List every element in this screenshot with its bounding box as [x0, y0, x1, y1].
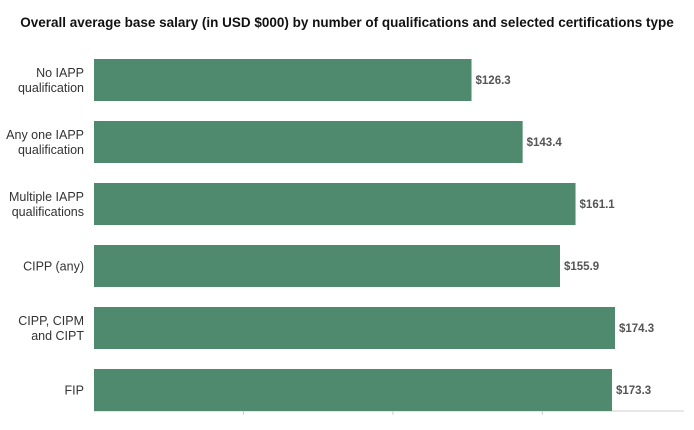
- bar-value-label: $126.3: [476, 75, 511, 87]
- category-label: Any one IAPP qualification: [6, 128, 84, 157]
- category-label: No IAPP qualification: [18, 66, 84, 95]
- category-label: FIP: [65, 384, 84, 398]
- bar-value-label: $174.3: [619, 323, 654, 335]
- bar: [94, 245, 561, 287]
- category-label: CIPP, CIPM and CIPT: [18, 314, 84, 343]
- bar-value-label: $143.4: [527, 137, 563, 149]
- category-label: Multiple IAPP qualifications: [9, 190, 84, 219]
- chart-title: Overall average base salary (in USD $000…: [20, 15, 674, 30]
- bar: [94, 121, 523, 163]
- bar: [94, 307, 615, 349]
- bar: [94, 369, 613, 411]
- bar: [94, 183, 576, 225]
- bar: [94, 59, 472, 101]
- bar-value-label: $155.9: [564, 261, 599, 273]
- bar-value-label: $161.1: [580, 199, 616, 211]
- bar-value-label: $173.3: [616, 385, 651, 397]
- category-label: CIPP (any): [23, 260, 84, 274]
